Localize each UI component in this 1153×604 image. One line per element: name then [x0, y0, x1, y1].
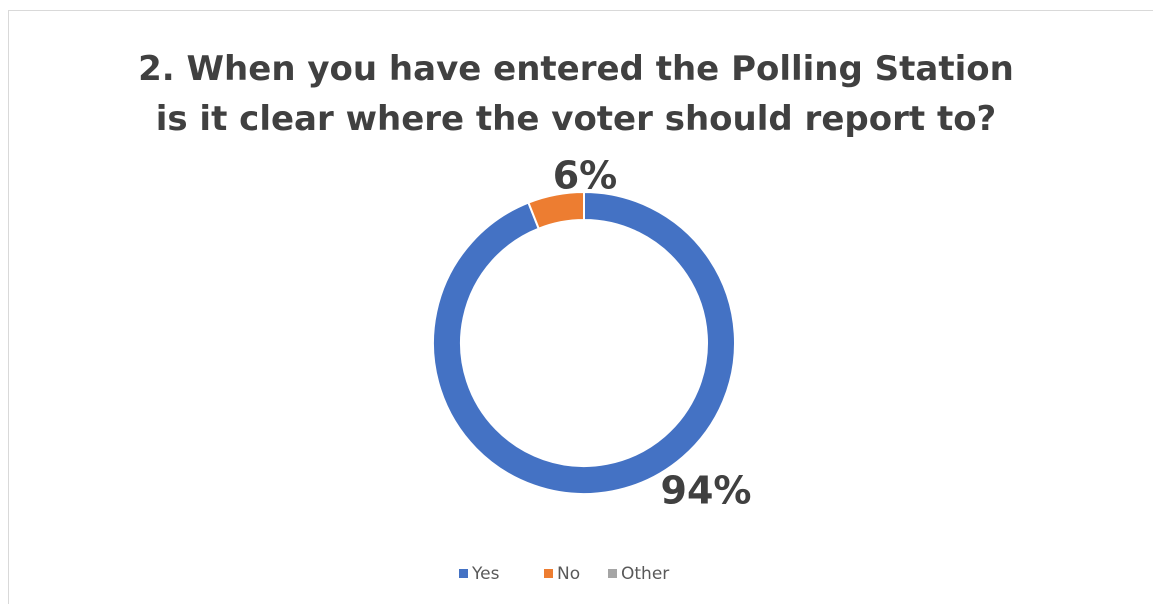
legend-swatch	[459, 569, 468, 578]
chart-frame	[8, 10, 1153, 604]
data-label: 94%	[661, 469, 752, 513]
legend-label: No	[557, 564, 580, 584]
legend-swatch	[544, 569, 553, 578]
data-label: 6%	[553, 154, 618, 198]
legend-label: Other	[621, 564, 669, 584]
legend-swatch	[608, 569, 617, 578]
donut-slice	[432, 190, 736, 495]
chart-title: 2. When you have entered the Polling Sta…	[138, 49, 1014, 139]
legend-label: Yes	[471, 564, 500, 584]
